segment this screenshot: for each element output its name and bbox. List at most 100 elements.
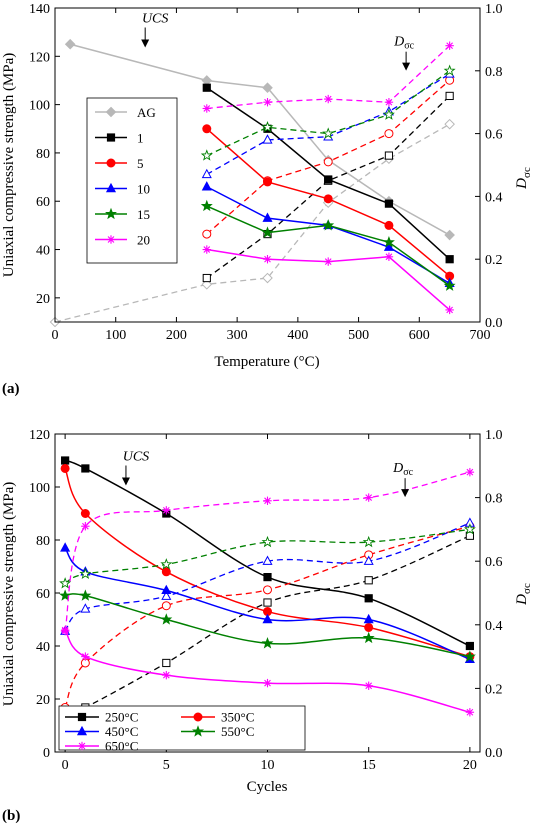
b-damage-point: [161, 601, 171, 611]
a-strength-point: [202, 83, 211, 92]
a-x-tick-label: 300: [227, 328, 248, 343]
a-y2-tick-label: 1.0: [485, 2, 503, 17]
a-damage-point: [262, 272, 273, 284]
b-damage-point: [363, 555, 374, 565]
a-y2-tick-label: 0.2: [485, 253, 503, 268]
b-x-tick-label: 20: [463, 758, 477, 773]
b-damage-point: [80, 603, 91, 613]
a-ucs-arrowhead: [141, 39, 150, 48]
a-strength-line-1: [206, 87, 451, 260]
a-d-annotation: Dσc: [393, 35, 415, 52]
legend-marker: [105, 207, 117, 220]
a-x-tick-label: 200: [166, 328, 187, 343]
b-damage-point: [162, 658, 171, 668]
b-damage-point: [364, 576, 373, 585]
panel-a-legend-label: 10: [137, 182, 150, 197]
panel-b-legend-label: 450°C: [105, 724, 138, 739]
b-y2-tick-label: 0.6: [485, 555, 503, 570]
legend-marker: [105, 106, 117, 118]
panel-a-chart: 0 100 200 300 400 500 600 700204060801001201400…: [1, 2, 533, 397]
a-damage-line-1: [206, 95, 451, 279]
b-strength-point: [362, 631, 375, 644]
a-strength-point: [324, 257, 333, 266]
panel-b-legend-label: 250°C: [105, 710, 138, 725]
panel-a-legend-item: 20: [95, 233, 150, 248]
a-strength-point: [444, 229, 455, 241]
b-strength-point: [465, 641, 474, 651]
panel-b-legend-item: 550°C: [181, 724, 254, 739]
a-x-tick-label: 0: [52, 328, 59, 343]
b-ucs-arrowhead: [121, 477, 130, 486]
b-ucs-annotation: UCS: [123, 450, 149, 465]
b-strength-point: [364, 594, 373, 603]
a-damage-point: [202, 229, 212, 239]
panel-b-legend-item: 650°C: [65, 739, 138, 754]
a-strength-point: [202, 124, 212, 134]
panel-a-x-axis-label: Temperature (°C): [214, 354, 319, 370]
panel-a-label: (a): [2, 381, 20, 397]
b-d-annotation: Dσc: [392, 461, 414, 478]
b-strength-point: [61, 456, 70, 465]
a-y-tick-label: 60: [36, 195, 50, 210]
a-strength-point: [322, 219, 335, 231]
a-d-arrowhead: [402, 62, 411, 71]
b-damage-point: [79, 567, 92, 580]
a-damage-point: [443, 64, 456, 76]
panel-a-y-axis-label: Uniaxial compressive strength (MPa): [1, 53, 17, 278]
a-damage-point: [202, 104, 211, 113]
a-strength-point: [64, 38, 76, 50]
panel-a-legend: [86, 97, 178, 264]
a-x-tick-label: 600: [409, 328, 430, 343]
a-y2-tick-label: 0.6: [485, 128, 503, 143]
a-strength-point: [201, 181, 212, 191]
b-strength-point: [60, 625, 70, 635]
panel-b-x-axis-label: Cycles: [247, 779, 288, 795]
b-strength-point: [465, 708, 475, 717]
b-strength-point: [60, 542, 71, 552]
panel-b-legend: [58, 705, 306, 751]
b-y-tick-label: 100: [29, 481, 50, 496]
a-damage-point: [444, 118, 455, 130]
legend-marker: [106, 158, 116, 168]
a-damage-point: [322, 127, 335, 139]
a-x-tick-label: 400: [287, 328, 308, 343]
legend-marker: [105, 182, 117, 193]
b-damage-point: [465, 467, 475, 477]
a-damage-point: [324, 94, 333, 104]
b-strength-point: [80, 509, 90, 518]
b-series-1: [60, 463, 475, 712]
a-damage-point: [384, 98, 394, 107]
a-strength-point: [261, 226, 274, 238]
legend-marker: [193, 712, 203, 722]
panel-a-legend-label: 20: [137, 233, 150, 248]
panel-a-y2-axis-label: Dσc: [514, 167, 533, 190]
a-damage-line-4: [206, 70, 451, 157]
a-damage-line-0: [54, 123, 450, 323]
b-damage-point: [263, 585, 272, 595]
panel-a-legend-item: AG: [95, 105, 156, 120]
b-strength-point: [81, 652, 90, 661]
a-ucs-annotation: UCS: [142, 11, 168, 26]
b-strength-point: [161, 584, 172, 595]
a-y-tick-label: 140: [29, 2, 50, 17]
a-y2-tick-label: 0.8: [485, 65, 503, 80]
b-strength-point: [263, 678, 272, 688]
b-y2-tick-label: 0.4: [485, 619, 503, 634]
a-damage-point: [445, 41, 454, 50]
b-strength-point: [364, 681, 373, 690]
a-damage-point: [200, 149, 213, 161]
a-strength-point: [443, 279, 456, 291]
b-y2-tick-label: 0.2: [485, 682, 503, 697]
b-strength-point: [261, 637, 274, 649]
legend-marker: [77, 741, 87, 751]
a-strength-point: [384, 199, 394, 208]
b-strength-point: [161, 567, 171, 577]
a-strength-point: [202, 245, 211, 254]
a-damage-point: [384, 129, 394, 139]
b-damage-point: [261, 535, 274, 548]
a-y-tick-label: 20: [36, 292, 50, 307]
panel-b-legend-label: 350°C: [221, 710, 254, 725]
panel-b-legend-item: 450°C: [65, 724, 138, 739]
a-strength-point: [445, 255, 454, 264]
a-damage-point: [263, 98, 272, 107]
